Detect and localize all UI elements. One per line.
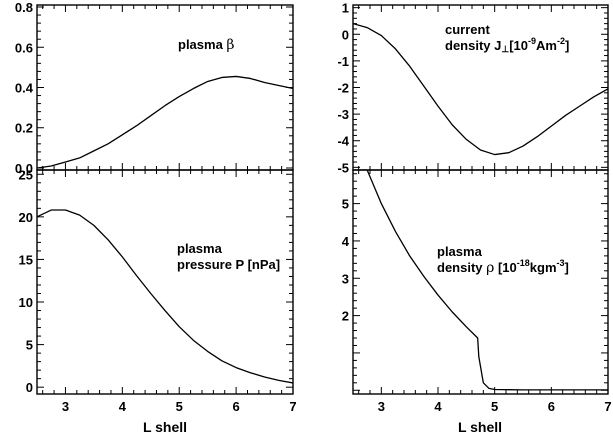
- beta-annotation: plasma β: [178, 37, 235, 53]
- beta-ytick-label: 0.6: [15, 40, 33, 55]
- current-curve: [353, 23, 608, 156]
- pressure-curve-group: [37, 209, 293, 384]
- current-annotation-line2: density J⊥[10-9Am-2]: [445, 36, 569, 54]
- current-ytick-label: 1: [342, 1, 349, 16]
- pressure-frame: [36, 169, 294, 395]
- pressure-xtick-label: 7: [289, 399, 296, 414]
- current-ytick-label: 0: [342, 27, 349, 42]
- current-ytick-label: -1: [337, 54, 349, 69]
- pressure-xtick-label: 3: [62, 399, 69, 414]
- pressure-annotation-line1: plasma: [177, 241, 223, 256]
- density-curve: [366, 170, 608, 391]
- pressure-xlabel: L shell: [143, 419, 187, 435]
- beta-curve: [37, 75, 293, 169]
- density-ytick-label: 4: [342, 234, 350, 249]
- beta-curve-group: [37, 75, 293, 169]
- density-xtick-label: 5: [491, 399, 498, 414]
- current-ytick-label: -3: [337, 107, 349, 122]
- pressure-annotation-line2: pressure P [nPa]: [177, 257, 280, 272]
- beta-ytick-label: 0.0: [15, 161, 33, 176]
- pressure-ytick-label: 15: [19, 252, 33, 267]
- density-frame: [352, 169, 609, 395]
- current-ticks: 1 0 -1 -2 -3 -4 -5: [337, 1, 609, 175]
- beta-ytick-label: 0.2: [15, 121, 33, 136]
- beta-ytick-label: 0.4: [15, 81, 34, 96]
- pressure-xtick-label: 4: [119, 399, 127, 414]
- beta-ticks: 0.0 0.2 0.4 0.6 0.8: [15, 0, 294, 176]
- panel-current: 1 0 -1 -2 -3 -4 -5 current density J⊥[10-9Am-2…: [337, 1, 609, 175]
- beta-frame: [36, 4, 294, 171]
- density-ytick-label: 5: [342, 197, 349, 212]
- pressure-ytick-label: 20: [19, 210, 33, 225]
- current-ytick-label: -2: [337, 81, 349, 96]
- density-ytick-label: 2: [342, 309, 349, 324]
- density-xtick-label: 7: [604, 399, 611, 414]
- pressure-ytick-label: 0: [26, 380, 33, 395]
- density-annotation-line2: density ρ [10-18kgm-3]: [437, 258, 569, 276]
- pressure-xtick-label: 5: [176, 399, 183, 414]
- density-xtick-label: 4: [434, 399, 442, 414]
- pressure-ticks: 3 4 5 6 7 0 5 10 15 20 25: [19, 167, 297, 414]
- panel-beta: 0.0 0.2 0.4 0.6 0.8 plasma β: [15, 0, 294, 176]
- beta-ytick-label: 0.8: [15, 0, 33, 15]
- current-ytick-label: -4: [337, 134, 349, 149]
- pressure-ytick-label: 10: [19, 295, 33, 310]
- current-annotation-line1: current: [445, 22, 490, 37]
- current-curve-group: [353, 23, 608, 156]
- density-xlabel: L shell: [458, 419, 502, 435]
- density-xtick-label: 6: [548, 399, 555, 414]
- pressure-ytick-label: 25: [19, 167, 33, 182]
- density-annotation-line1: plasma: [437, 244, 483, 259]
- pressure-ytick-label: 5: [26, 338, 33, 353]
- current-ytick-label: -5: [337, 160, 349, 175]
- pressure-xtick-label: 6: [232, 399, 239, 414]
- density-xtick-label: 3: [378, 399, 385, 414]
- density-curve-group: [366, 170, 608, 391]
- density-ytick-label: 3: [342, 271, 349, 286]
- pressure-curve: [37, 209, 293, 384]
